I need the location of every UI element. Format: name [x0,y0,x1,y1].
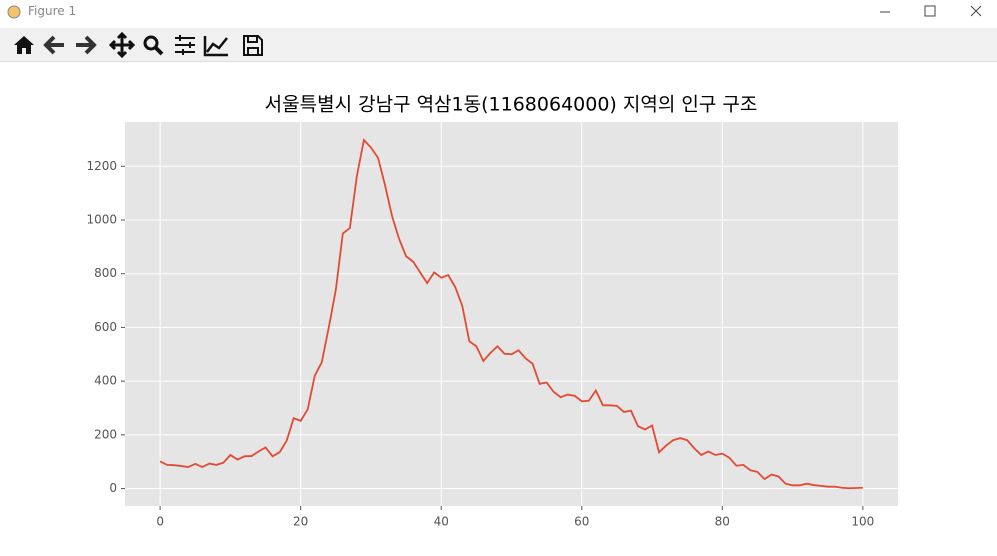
save-button[interactable] [243,35,263,56]
configure-button[interactable] [175,35,195,55]
y-tick-label: 600 [94,320,117,334]
pan-button[interactable] [108,31,136,59]
home-button[interactable] [14,36,34,54]
x-tick-label: 80 [715,515,730,529]
y-tick-label: 1200 [86,159,117,173]
x-tick-label: 100 [851,515,874,529]
x-tick-label: 0 [156,515,164,529]
y-tick-label: 0 [109,481,117,495]
title-bar: Figure 1 [0,0,997,26]
forward-button[interactable] [76,35,97,55]
y-tick-label: 400 [94,374,117,388]
toolbar [0,28,997,62]
app-icon [7,5,21,19]
chart-title: 서울특별시 강남구 역삼1동(1168064000) 지역의 인구 구조 [265,94,758,116]
plot-area [125,122,898,506]
zoom-button[interactable] [143,35,164,56]
close-button[interactable] [970,5,982,17]
y-tick-label: 1000 [86,213,117,227]
edit-axis-button[interactable] [203,36,228,57]
x-tick-label: 20 [293,515,308,529]
x-tick-label: 40 [434,515,449,529]
window-title: Figure 1 [28,4,77,18]
data-line [159,138,863,490]
toolbar-icons [14,31,263,59]
title-bar-icons [7,5,982,19]
chart: 서울특별시 강남구 역삼1동(1168064000) 지역의 인구 구조 0 20… [86,94,898,529]
maximize-button[interactable] [924,5,936,17]
y-tick-label: 200 [94,427,117,441]
x-tick-label: 60 [574,515,589,529]
y-tick-label: 800 [94,266,117,280]
back-button[interactable] [43,35,64,55]
